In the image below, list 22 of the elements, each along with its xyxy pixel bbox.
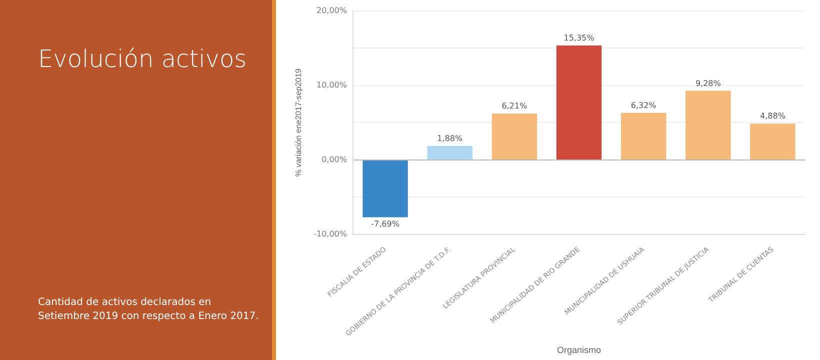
data-label: 1,88% <box>437 134 463 144</box>
y-tick-label: 10,00% <box>316 80 348 90</box>
bar <box>427 146 472 160</box>
bar <box>620 112 666 160</box>
data-label: 15,35% <box>564 34 595 43</box>
data-label: 4,88% <box>760 112 786 121</box>
y-tick-label: -10,00% <box>314 230 348 239</box>
bar <box>686 90 731 160</box>
text: Evolución activos <box>38 44 248 74</box>
data-label: 6,21% <box>502 102 528 111</box>
y-tick-label: 20,00% <box>316 6 348 15</box>
bar <box>556 45 602 160</box>
bar <box>362 160 408 218</box>
data-label: 6,32% <box>630 100 657 110</box>
y-axis-title: % variación ene2017-sep2019 <box>294 68 304 177</box>
bar <box>750 124 796 160</box>
data-label: 9,28% <box>695 78 722 88</box>
x-axis-title: Organismo <box>556 345 602 356</box>
text: Cantidad de activos declarados en Setiembre 2019 con respecto a Enero 2017. <box>38 296 260 324</box>
bar <box>492 114 538 160</box>
data-label: -7,69% <box>371 219 400 228</box>
y-tick-label: 0,00% <box>322 155 348 164</box>
